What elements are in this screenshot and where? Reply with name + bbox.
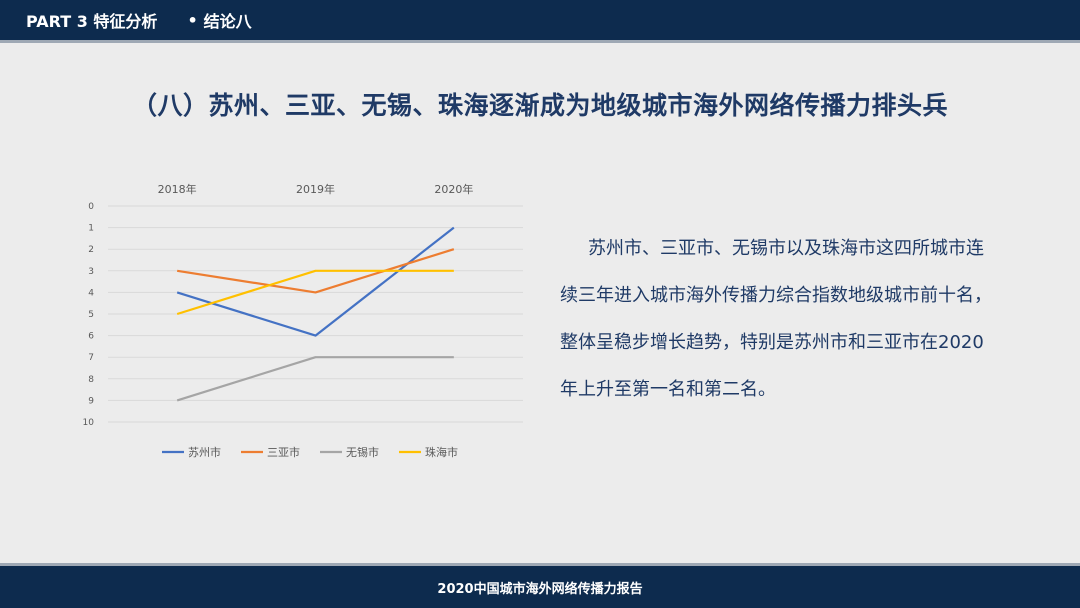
conclusion-paragraph: 苏州市、三亚市、无锡市以及珠海市这四所城市连续三年进入城市海外传播力综合指数地级…	[560, 238, 992, 400]
conclusion-text: 苏州市、三亚市、无锡市以及珠海市这四所城市连续三年进入城市海外传播力综合指数地级…	[560, 225, 1000, 413]
header-divider	[0, 40, 1080, 43]
legend-label: 三亚市	[267, 445, 300, 459]
ranking-line-chart: 2018年 2019年 2020年 0 1 2 3 4 5 6 7 8 9 10 苏州市 三亚市 无锡市 珠海…	[83, 182, 523, 459]
x-tick-label: 2019年	[296, 182, 335, 196]
section-label: 结论八	[203, 12, 252, 31]
y-tick-label: 6	[88, 332, 94, 342]
bullet-icon: •	[187, 10, 198, 30]
slide-title: （八）苏州、三亚、无锡、珠海逐渐成为地级城市海外网络传播力排头兵	[131, 91, 948, 120]
y-tick-label: 8	[88, 375, 94, 385]
legend-label: 苏州市	[188, 445, 221, 459]
x-tick-label: 2018年	[158, 182, 197, 196]
y-tick-label: 7	[88, 353, 94, 363]
y-tick-label: 0	[88, 202, 94, 212]
y-tick-label: 1	[88, 224, 94, 234]
y-tick-label: 10	[83, 418, 95, 428]
y-tick-label: 5	[88, 310, 94, 320]
header-bar: PART 3 特征分析 • 结论八	[0, 0, 1080, 40]
x-tick-label: 2020年	[434, 182, 473, 196]
y-tick-label: 2	[88, 245, 94, 255]
legend-label: 无锡市	[346, 445, 379, 459]
series-line	[176, 248, 455, 294]
part-label: PART 3 特征分析	[26, 12, 158, 31]
y-tick-label: 9	[88, 396, 94, 406]
legend-label: 珠海市	[425, 445, 458, 459]
footer-divider	[0, 563, 1080, 566]
y-tick-label: 4	[88, 288, 94, 298]
footer-text: 2020中国城市海外网络传播力报告	[437, 581, 643, 597]
series-line	[176, 269, 454, 316]
series-line	[176, 226, 455, 337]
footer-bar: 2020中国城市海外网络传播力报告	[0, 566, 1080, 608]
series-line	[176, 356, 454, 402]
y-tick-label: 3	[88, 267, 94, 277]
